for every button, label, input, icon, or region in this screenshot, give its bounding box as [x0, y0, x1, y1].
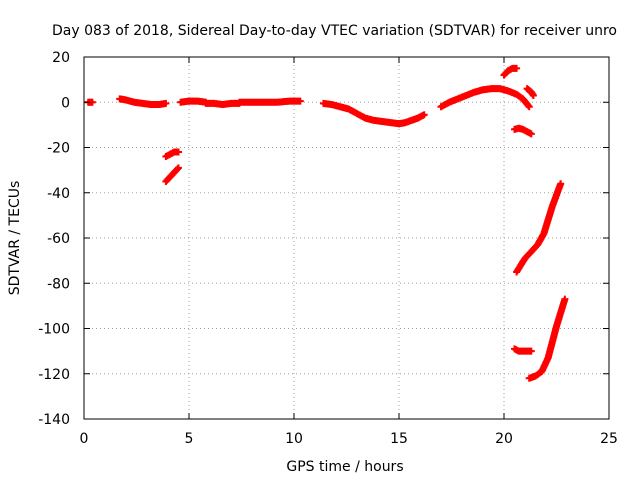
y-tick-label: 20 [52, 50, 70, 66]
series-arc-6 [202, 99, 243, 109]
data-point [513, 64, 521, 72]
data-point [561, 295, 569, 303]
y-tick-label: -40 [47, 186, 70, 202]
data-point [420, 111, 428, 119]
data-point [162, 99, 170, 107]
series-arc-12 [523, 85, 537, 99]
x-tick-label: 10 [285, 431, 303, 447]
series-arc-14 [513, 180, 565, 276]
y-tick-label: -80 [47, 276, 70, 292]
data-point [527, 347, 535, 355]
data-point [529, 91, 537, 99]
y-tick-label: -100 [38, 322, 70, 338]
series-arc-15 [511, 345, 535, 355]
chart-title: Day 083 of 2018, Sidereal Day-to-day VTE… [52, 23, 617, 39]
series-arc-8 [319, 99, 403, 128]
axis-ticks: 0 5 10 15 20 25 20 0 -20 -40 -60 -80 -100 -120 -140 [38, 50, 618, 447]
data-point [173, 165, 181, 173]
series-arc-13 [511, 124, 535, 138]
series-arc-11 [500, 64, 521, 79]
series-arc-7 [235, 97, 304, 106]
y-tick-label: 0 [61, 95, 70, 111]
x-tick-label: 0 [80, 431, 89, 447]
x-tick-label: 20 [495, 431, 513, 447]
y-tick-label: -140 [38, 412, 70, 428]
data-point [296, 97, 304, 105]
series-arc-9 [395, 111, 428, 128]
x-tick-label: 15 [390, 431, 408, 447]
data-point [525, 103, 533, 111]
y-tick-label: -120 [38, 367, 70, 383]
data-point [175, 148, 182, 156]
series-arc-3 [162, 148, 182, 161]
grid-lines [84, 57, 609, 419]
data-point [88, 98, 96, 106]
series-arc-10 [437, 85, 533, 111]
y-tick-label: -60 [47, 231, 70, 247]
x-tick-label: 5 [185, 431, 194, 447]
y-tick-label: -20 [47, 141, 70, 157]
series-arc-4 [162, 164, 182, 185]
data-point [175, 164, 182, 172]
data-points [84, 64, 569, 382]
series-arc-16 [525, 295, 569, 382]
series-arc-2 [116, 95, 170, 109]
data-point [557, 180, 565, 188]
x-tick-label: 25 [600, 431, 618, 447]
data-point [527, 130, 535, 138]
series-arc-5 [177, 97, 210, 106]
y-axis-label: SDTVAR / TECUs [7, 181, 23, 296]
x-axis-label: GPS time / hours [286, 459, 403, 475]
